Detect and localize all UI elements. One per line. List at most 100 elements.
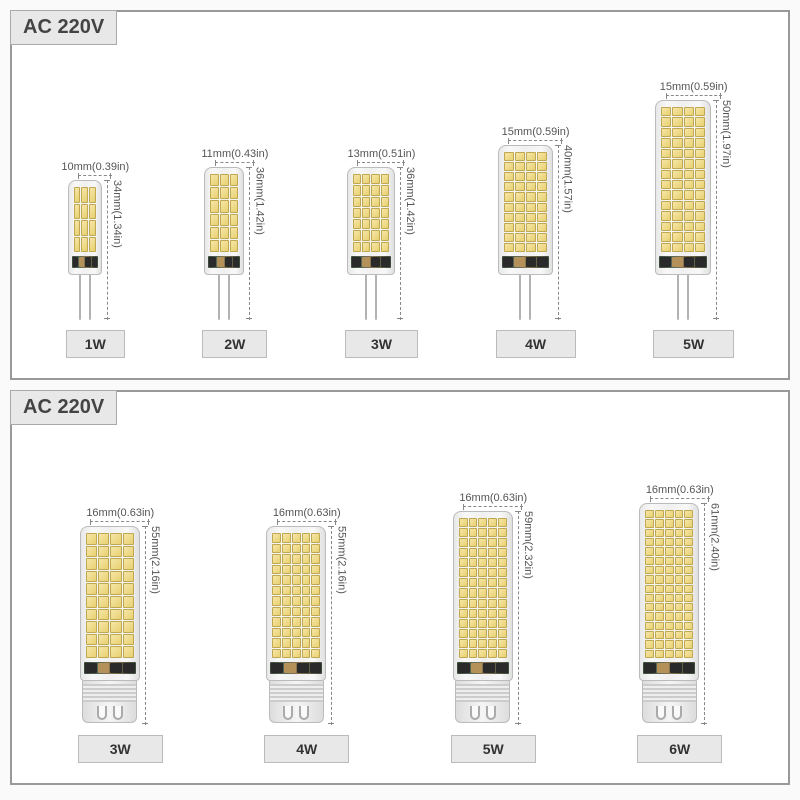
led-chip	[675, 538, 684, 546]
led-chip	[488, 528, 497, 537]
led-chip-grid	[502, 150, 549, 254]
led-chip	[684, 575, 693, 583]
led-chip	[362, 208, 370, 218]
led-chip	[655, 557, 664, 565]
led-chip	[672, 149, 682, 158]
led-chip	[504, 233, 514, 242]
led-chip	[515, 152, 525, 161]
pin	[519, 275, 521, 320]
led-chip	[515, 223, 525, 232]
width-dimension-label: 16mm(0.63in)	[86, 507, 154, 519]
led-chip	[675, 612, 684, 620]
height-dimension-line	[107, 180, 108, 320]
led-bulb	[204, 167, 244, 320]
led-chip	[302, 544, 311, 554]
led-chip	[537, 182, 547, 191]
led-chip	[89, 187, 96, 203]
wattage-label: 4W	[264, 735, 349, 763]
led-chip	[675, 519, 684, 527]
g4-pins	[79, 275, 91, 320]
g4-pins	[218, 275, 230, 320]
led-bulb	[68, 180, 102, 320]
led-chip	[504, 192, 514, 201]
height-dimension-label: 34mm(1.34in)	[111, 180, 123, 320]
bulb-unit: 13mm(0.51in)36mm(1.42in)3W	[337, 148, 425, 358]
circuit-band	[208, 256, 240, 268]
led-chip	[661, 243, 671, 252]
led-chip	[371, 219, 379, 229]
led-chip	[353, 185, 361, 195]
height-dimension-line	[145, 526, 146, 725]
led-chip	[353, 197, 361, 207]
led-chip	[695, 128, 705, 137]
led-chip	[98, 621, 109, 633]
led-chip	[661, 128, 671, 137]
pin	[89, 275, 91, 320]
led-chip	[526, 243, 536, 252]
bulb-assembly: 59mm(2.32in)	[453, 511, 534, 725]
led-chip	[272, 575, 281, 585]
led-chip	[488, 558, 497, 567]
led-chip	[675, 529, 684, 537]
led-chip	[98, 571, 109, 583]
led-chip	[695, 243, 705, 252]
wattage-label: 6W	[637, 735, 722, 763]
led-chip	[684, 631, 693, 639]
led-chip	[655, 603, 664, 611]
led-chip	[469, 619, 478, 628]
g9-loops	[97, 702, 123, 722]
led-chip	[210, 200, 219, 212]
g9-loop	[672, 706, 682, 720]
led-chip	[665, 594, 674, 602]
led-bulb	[347, 167, 395, 320]
led-chip	[537, 243, 547, 252]
led-chip	[220, 174, 229, 186]
led-chip-grid	[659, 105, 707, 254]
led-chip	[371, 242, 379, 252]
led-chip	[655, 575, 664, 583]
bottom-bulb-row: 16mm(0.63in)55mm(2.16in)3W16mm(0.63in)55…	[12, 392, 788, 783]
circuit-band	[72, 256, 98, 268]
led-chip	[655, 650, 664, 658]
led-chip	[282, 628, 291, 638]
led-chip	[230, 214, 239, 226]
led-chip	[526, 192, 536, 201]
height-dimension-label: 50mm(1.97in)	[720, 100, 732, 320]
led-chip	[210, 227, 219, 239]
led-chip	[504, 162, 514, 171]
led-chip	[110, 583, 121, 595]
width-dimension-line	[78, 175, 112, 176]
pin	[677, 275, 679, 320]
wattage-label: 5W	[653, 330, 734, 358]
led-chip	[684, 232, 694, 241]
led-chip	[672, 107, 682, 116]
led-chip	[459, 578, 468, 587]
led-chip	[665, 547, 674, 555]
led-chip	[645, 603, 654, 611]
width-dimension-label: 16mm(0.63in)	[273, 507, 341, 519]
led-chip	[86, 596, 97, 608]
led-chip	[311, 617, 320, 627]
led-chip	[645, 529, 654, 537]
led-chip	[675, 594, 684, 602]
led-chip	[695, 222, 705, 231]
led-chip	[282, 607, 291, 617]
led-chip	[282, 596, 291, 606]
g9-loop	[283, 706, 293, 720]
led-chip	[469, 518, 478, 527]
led-chip	[210, 174, 219, 186]
led-chip	[311, 596, 320, 606]
led-chip	[645, 566, 654, 574]
led-chip	[110, 634, 121, 646]
led-chip	[302, 617, 311, 627]
led-chip	[675, 622, 684, 630]
led-chip	[665, 650, 674, 658]
height-dimension-group: 36mm(1.42in)	[395, 167, 416, 320]
bulb-unit: 16mm(0.63in)55mm(2.16in)4W	[257, 507, 357, 763]
led-chip	[488, 619, 497, 628]
led-chip	[661, 138, 671, 147]
led-chip	[526, 213, 536, 222]
led-chip	[488, 599, 497, 608]
led-chip	[110, 546, 121, 558]
led-chip	[98, 634, 109, 646]
